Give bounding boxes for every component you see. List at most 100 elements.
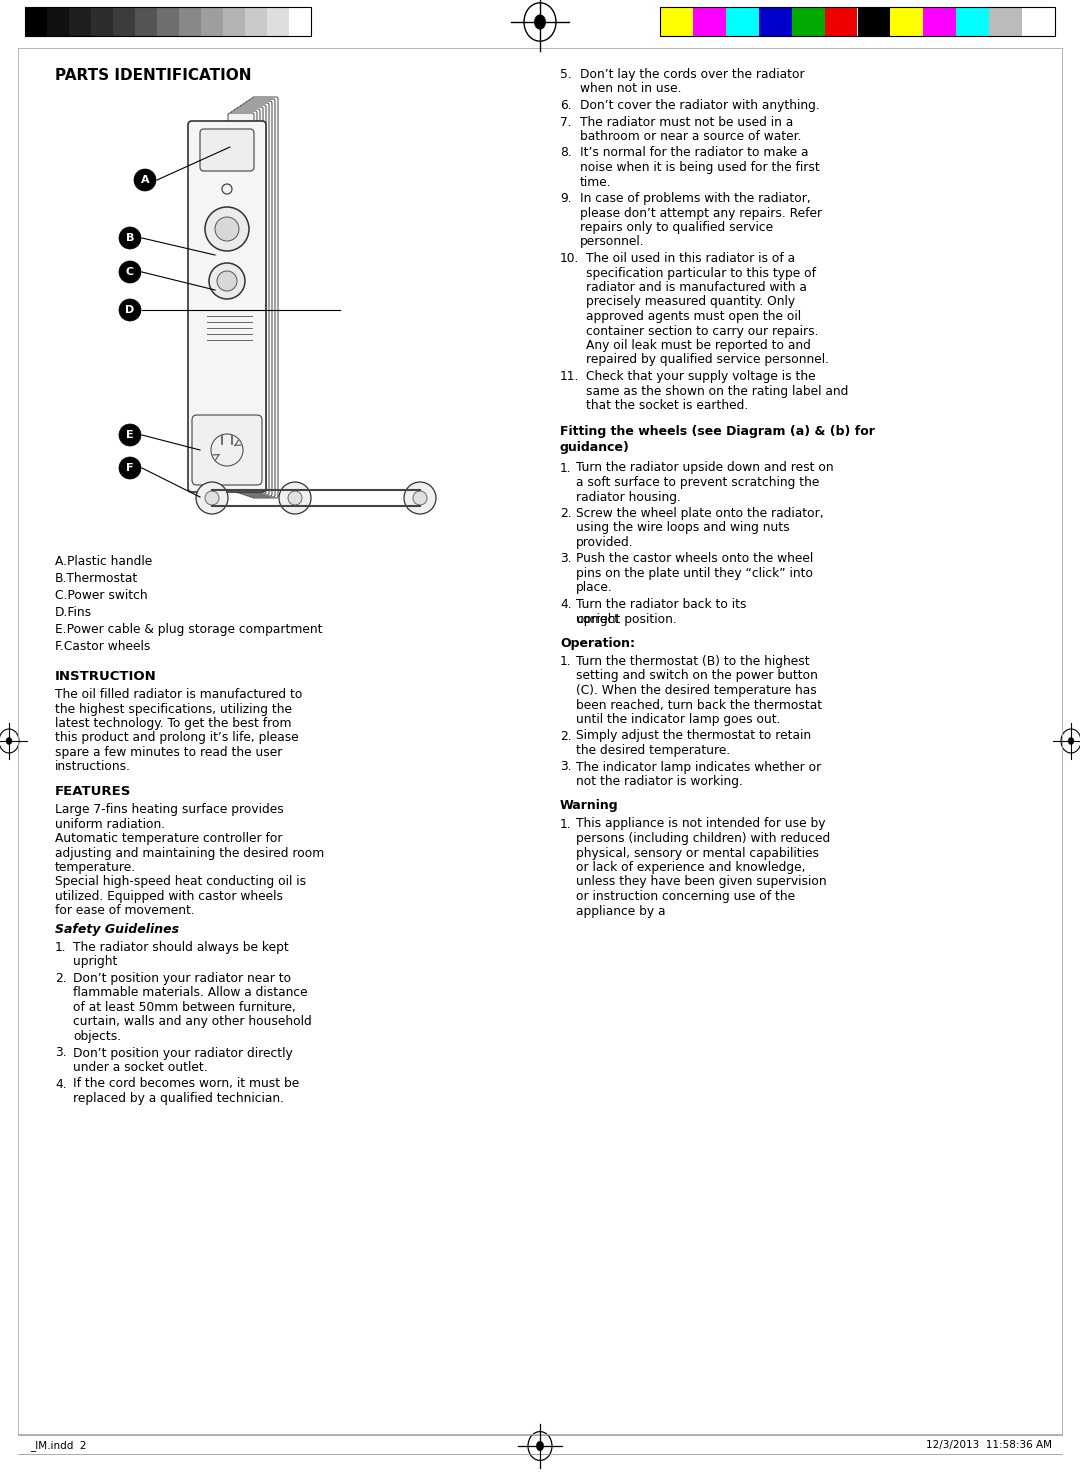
Bar — [25, 7, 48, 36]
Text: B.Thermostat: B.Thermostat — [55, 572, 138, 585]
Text: when not in use.: when not in use. — [580, 83, 681, 95]
Text: The indicator lamp indicates whether or: The indicator lamp indicates whether or — [576, 760, 821, 774]
Ellipse shape — [1068, 738, 1074, 744]
Circle shape — [119, 299, 141, 322]
Text: 1.: 1. — [561, 818, 571, 830]
Text: 4.: 4. — [55, 1077, 67, 1091]
Circle shape — [205, 207, 249, 250]
Text: Turn the radiator back to its
correct: Turn the radiator back to its correct — [576, 599, 746, 625]
Bar — [222, 7, 245, 36]
Text: approved agents must open the oil: approved agents must open the oil — [586, 310, 801, 323]
Text: 12/3/2013  11:58:36 AM: 12/3/2013 11:58:36 AM — [926, 1441, 1052, 1449]
Text: If the cord becomes worn, it must be: If the cord becomes worn, it must be — [73, 1077, 299, 1091]
Text: been reached, turn back the thermostat: been reached, turn back the thermostat — [576, 698, 822, 711]
Text: appliance by a: appliance by a — [576, 904, 665, 917]
Bar — [792, 7, 825, 36]
Text: Don’t position your radiator directly: Don’t position your radiator directly — [73, 1046, 293, 1060]
Text: or instruction concerning use of the: or instruction concerning use of the — [576, 891, 795, 903]
Text: persons (including children) with reduced: persons (including children) with reduce… — [576, 831, 831, 845]
Text: this product and prolong it’s life, please: this product and prolong it’s life, plea… — [55, 732, 299, 744]
Text: INSTRUCTION: INSTRUCTION — [55, 670, 157, 683]
Text: upright position.: upright position. — [576, 612, 677, 625]
Text: 4.: 4. — [561, 599, 571, 611]
Text: of at least 50mm between furniture,: of at least 50mm between furniture, — [73, 1000, 296, 1014]
Text: for ease of movement.: for ease of movement. — [55, 904, 194, 917]
Circle shape — [195, 482, 228, 514]
Text: Don’t lay the cords over the radiator: Don’t lay the cords over the radiator — [580, 68, 805, 82]
Circle shape — [119, 227, 141, 249]
FancyBboxPatch shape — [243, 104, 269, 495]
Circle shape — [119, 456, 141, 479]
Text: Turn the radiator upside down and rest on: Turn the radiator upside down and rest o… — [576, 461, 834, 474]
Text: guidance): guidance) — [561, 442, 630, 455]
FancyBboxPatch shape — [249, 99, 275, 496]
Text: or lack of experience and knowledge,: or lack of experience and knowledge, — [576, 861, 806, 874]
Circle shape — [119, 261, 141, 283]
Text: The radiator must not be used in a: The radiator must not be used in a — [580, 116, 793, 129]
Text: adjusting and maintaining the desired room: adjusting and maintaining the desired ro… — [55, 846, 324, 860]
Text: D.Fins: D.Fins — [55, 606, 92, 619]
Bar — [693, 7, 726, 36]
Text: 3.: 3. — [561, 760, 571, 774]
Text: radiator and is manufactured with a: radiator and is manufactured with a — [586, 282, 807, 293]
Text: curtain, walls and any other household: curtain, walls and any other household — [73, 1015, 312, 1029]
Text: the highest specifications, utilizing the: the highest specifications, utilizing th… — [55, 702, 292, 716]
Text: Warning: Warning — [561, 799, 619, 812]
Circle shape — [288, 491, 302, 505]
Text: 2.: 2. — [55, 972, 67, 986]
Bar — [1022, 7, 1055, 36]
Text: Push the castor wheels onto the wheel: Push the castor wheels onto the wheel — [576, 553, 813, 566]
Bar — [201, 7, 222, 36]
Text: A.Plastic handle: A.Plastic handle — [55, 554, 152, 568]
Text: place.: place. — [576, 581, 612, 594]
Text: bathroom or near a source of water.: bathroom or near a source of water. — [580, 130, 801, 142]
Text: setting and switch on the power button: setting and switch on the power button — [576, 670, 818, 683]
Bar — [289, 7, 311, 36]
Text: Screw the wheel plate onto the radiator,: Screw the wheel plate onto the radiator, — [576, 507, 824, 520]
Text: Automatic temperature controller for: Automatic temperature controller for — [55, 831, 283, 845]
Text: temperature.: temperature. — [55, 861, 136, 874]
Bar — [157, 7, 179, 36]
Bar — [69, 7, 91, 36]
Text: repairs only to qualified service: repairs only to qualified service — [580, 221, 773, 234]
Text: B: B — [125, 233, 134, 243]
Text: replaced by a qualified technician.: replaced by a qualified technician. — [73, 1092, 284, 1106]
Text: C.Power switch: C.Power switch — [55, 588, 148, 602]
Text: Fitting the wheels (see Diagram (a) & (b) for: Fitting the wheels (see Diagram (a) & (b… — [561, 425, 875, 439]
Bar — [660, 7, 693, 36]
Text: E.Power cable & plug storage compartment: E.Power cable & plug storage compartment — [55, 622, 323, 636]
Text: 1.: 1. — [561, 655, 571, 668]
Text: Don’t cover the radiator with anything.: Don’t cover the radiator with anything. — [580, 99, 820, 113]
Bar — [989, 7, 1022, 36]
Text: under a socket outlet.: under a socket outlet. — [73, 1061, 207, 1074]
Text: unless they have been given supervision: unless they have been given supervision — [576, 876, 826, 889]
Text: noise when it is being used for the first: noise when it is being used for the firs… — [580, 162, 820, 173]
Text: PARTS IDENTIFICATION: PARTS IDENTIFICATION — [55, 68, 252, 83]
Text: uniform radiation.: uniform radiation. — [55, 818, 165, 830]
Text: that the socket is earthed.: that the socket is earthed. — [586, 399, 748, 412]
Circle shape — [215, 216, 239, 242]
Text: using the wire loops and wing nuts: using the wire loops and wing nuts — [576, 522, 789, 535]
Circle shape — [217, 271, 237, 290]
FancyBboxPatch shape — [192, 415, 262, 485]
Text: 8.: 8. — [561, 147, 571, 160]
Text: Any oil leak must be reported to and: Any oil leak must be reported to and — [586, 339, 811, 353]
Text: 3.: 3. — [55, 1046, 67, 1060]
Text: 2.: 2. — [561, 729, 571, 742]
Text: radiator housing.: radiator housing. — [576, 491, 680, 504]
Bar — [825, 7, 858, 36]
Text: _IM.indd  2: _IM.indd 2 — [30, 1441, 86, 1451]
Circle shape — [205, 491, 219, 505]
Text: same as the shown on the rating label and: same as the shown on the rating label an… — [586, 384, 849, 397]
Text: specification particular to this type of: specification particular to this type of — [586, 267, 816, 280]
Bar — [48, 7, 69, 36]
Circle shape — [210, 262, 245, 299]
Bar — [91, 7, 113, 36]
Circle shape — [413, 491, 427, 505]
Text: The oil used in this radiator is of a: The oil used in this radiator is of a — [586, 252, 795, 265]
Bar — [726, 7, 759, 36]
Bar — [113, 7, 135, 36]
Text: time.: time. — [580, 175, 611, 188]
Text: precisely measured quantity. Only: precisely measured quantity. Only — [586, 295, 795, 308]
Text: 1.: 1. — [55, 941, 67, 954]
